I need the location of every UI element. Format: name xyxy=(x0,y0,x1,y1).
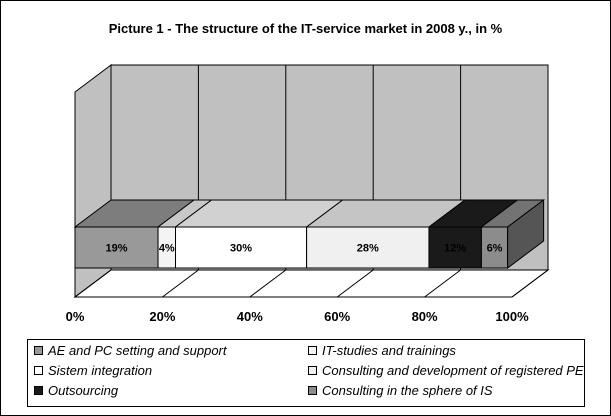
data-label: 28% xyxy=(357,243,379,255)
legend-swatch xyxy=(308,346,317,356)
data-label: 6% xyxy=(487,243,503,255)
legend-label: Outsourcing xyxy=(48,383,119,398)
floor-gridline xyxy=(511,269,549,298)
legend-swatch xyxy=(308,386,317,396)
bar-side xyxy=(507,199,545,269)
floor-gridline xyxy=(162,269,199,298)
legend-swatch xyxy=(34,366,43,376)
legend-item: Sistem integration xyxy=(34,362,152,380)
x-tick-label: 60% xyxy=(324,309,350,324)
x-tick-label: 40% xyxy=(237,309,263,324)
x-tick-label: 80% xyxy=(412,309,438,324)
bar-segment xyxy=(480,226,509,269)
data-label: 12% xyxy=(444,243,466,255)
data-label: 30% xyxy=(230,243,252,255)
data-label: 4% xyxy=(159,243,175,255)
x-tick-label: 20% xyxy=(149,309,175,324)
legend-item: AE and PC setting and support xyxy=(34,342,227,360)
legend-label: Consulting and development of registered… xyxy=(322,363,584,378)
legend-label: IT-studies and trainings xyxy=(322,343,456,358)
x-tick-label: 100% xyxy=(495,309,529,324)
legend-item: IT-studies and trainings xyxy=(308,342,456,360)
chart-plot: 19% 4% 30% 28% 12% 6% 0% 20% 40% 60% 80% 100% xyxy=(66,64,550,324)
legend-item: Consulting in the sphere of IS xyxy=(308,382,493,400)
x-tick-label: 0% xyxy=(66,309,85,324)
chart-title: Picture 1 - The structure of the IT-serv… xyxy=(108,21,503,36)
legend-label: Sistem integration xyxy=(48,363,153,378)
legend-item: Consulting and development of registered… xyxy=(308,362,584,380)
chart-legend: AE and PC setting and support IT-studies … xyxy=(27,339,585,407)
legend-item: Outsourcing xyxy=(34,382,118,400)
legend-label: Consulting in the sphere of IS xyxy=(322,383,493,398)
bar-segment xyxy=(306,226,430,269)
bar-segment xyxy=(175,226,308,269)
floor-gridline xyxy=(249,269,287,298)
floor xyxy=(73,269,550,298)
floor-gridline xyxy=(424,269,461,298)
floor-gridline xyxy=(336,269,374,298)
legend-swatch xyxy=(34,346,43,356)
bar-segment xyxy=(428,226,482,269)
legend-swatch xyxy=(308,366,317,376)
legend-swatch xyxy=(34,386,43,396)
floor-gridline xyxy=(74,269,112,298)
legend-label: AE and PC setting and support xyxy=(48,343,227,358)
data-label: 19% xyxy=(105,243,127,255)
